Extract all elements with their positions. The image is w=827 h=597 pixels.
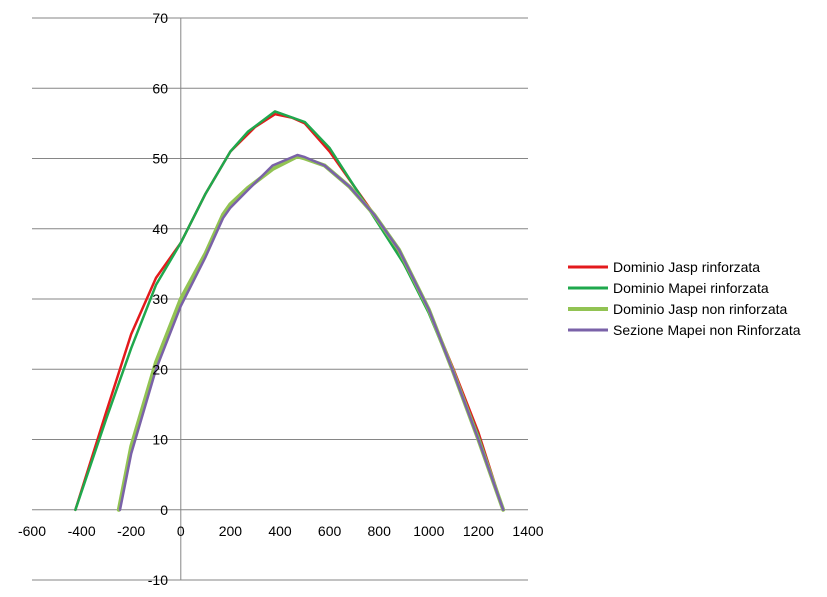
- legend-label-1: Dominio Mapei rinforzata: [613, 280, 769, 296]
- x-tick-label: -200: [117, 523, 145, 539]
- grid-layer: [32, 17, 528, 581]
- x-tick-label: 800: [368, 523, 392, 539]
- y-tick-label: -10: [148, 572, 168, 588]
- x-tick-label: 1200: [463, 523, 494, 539]
- legend-label-3: Sezione Mapei non Rinforzata: [613, 322, 801, 338]
- y-tick-label: 20: [152, 361, 168, 377]
- y-tick-label: 30: [152, 291, 168, 307]
- x-tick-label: 1400: [512, 523, 543, 539]
- legend-label-2: Dominio Jasp non rinforzata: [613, 301, 788, 317]
- y-tick-label: 40: [152, 221, 168, 237]
- tick-labels: -600 -400 -200 0 200 400 600 800 1000 1200 1400-10…: [18, 10, 544, 588]
- y-tick-label: 70: [152, 10, 168, 26]
- x-tick-label: 0: [177, 523, 185, 539]
- y-tick-label: 10: [152, 432, 168, 448]
- series-line-2: [116, 154, 506, 512]
- x-tick-label: 600: [318, 523, 342, 539]
- legend: Dominio Jasp rinforzata Dominio Mapei rin…: [568, 259, 801, 338]
- legend-label-0: Dominio Jasp rinforzata: [613, 259, 760, 275]
- series-layer: [74, 110, 506, 512]
- y-tick-label: 60: [152, 80, 168, 96]
- series-line-0: [74, 112, 505, 512]
- x-tick-label: 200: [219, 523, 243, 539]
- y-tick-label: 0: [160, 502, 168, 518]
- x-tick-label: -400: [68, 523, 96, 539]
- series-line-1: [74, 110, 505, 512]
- series-line-3: [118, 153, 505, 512]
- y-tick-label: 50: [152, 151, 168, 167]
- x-tick-label: 400: [268, 523, 292, 539]
- x-tick-label: -600: [18, 523, 46, 539]
- x-tick-label: 1000: [413, 523, 444, 539]
